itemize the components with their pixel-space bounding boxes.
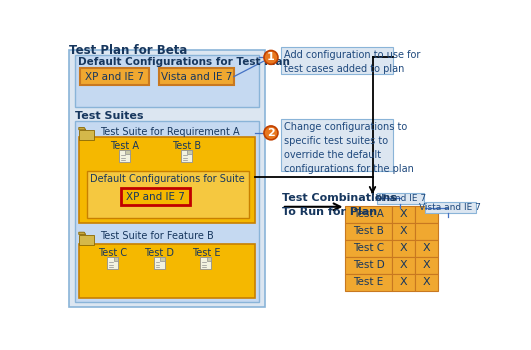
- Bar: [87, 172, 249, 218]
- Bar: [159, 68, 234, 85]
- Bar: [121, 188, 191, 205]
- Bar: [415, 257, 439, 274]
- Text: Default Configurations for Suite: Default Configurations for Suite: [90, 174, 244, 184]
- Text: Test D: Test D: [144, 248, 174, 258]
- Bar: [107, 257, 118, 269]
- Bar: [154, 257, 165, 269]
- Text: Test E: Test E: [354, 277, 384, 287]
- Bar: [75, 55, 259, 107]
- Text: Test B: Test B: [172, 141, 201, 151]
- Polygon shape: [114, 257, 118, 261]
- Bar: [345, 240, 392, 257]
- Bar: [345, 274, 392, 291]
- Text: Vista and IE 7: Vista and IE 7: [161, 72, 232, 82]
- Bar: [415, 223, 439, 240]
- Text: Test A: Test A: [110, 141, 139, 151]
- Bar: [345, 257, 392, 274]
- Text: X: X: [400, 277, 407, 287]
- Bar: [392, 257, 415, 274]
- Bar: [79, 244, 255, 298]
- Polygon shape: [125, 150, 130, 154]
- Text: X: X: [400, 243, 407, 253]
- Bar: [415, 240, 439, 257]
- Text: Default Configurations for Test Plan: Default Configurations for Test Plan: [78, 57, 290, 68]
- Polygon shape: [79, 232, 85, 234]
- Circle shape: [264, 126, 278, 140]
- Text: 2: 2: [267, 128, 275, 138]
- Bar: [392, 240, 415, 257]
- Polygon shape: [160, 257, 165, 261]
- Circle shape: [264, 50, 278, 64]
- Bar: [392, 223, 415, 240]
- Bar: [345, 223, 392, 240]
- Text: X: X: [400, 260, 407, 270]
- Text: Change configurations to
specific test suites to
override the default
configurat: Change configurations to specific test s…: [284, 122, 414, 174]
- Bar: [392, 274, 415, 291]
- Text: Vista and IE 7: Vista and IE 7: [419, 203, 481, 212]
- Text: X: X: [423, 243, 431, 253]
- Text: X: X: [423, 260, 431, 270]
- Text: XP and IE 7: XP and IE 7: [375, 194, 426, 203]
- Text: Test Suite for Requirement A: Test Suite for Requirement A: [100, 127, 240, 137]
- Text: X: X: [423, 277, 431, 287]
- Bar: [425, 202, 476, 213]
- Text: Test D: Test D: [353, 260, 384, 270]
- Text: X: X: [400, 226, 407, 236]
- Bar: [392, 206, 415, 223]
- Bar: [119, 150, 130, 162]
- Bar: [75, 120, 259, 302]
- Text: XP and IE 7: XP and IE 7: [85, 72, 144, 82]
- Text: Test C: Test C: [98, 248, 127, 258]
- Bar: [80, 68, 149, 85]
- Text: Test Plan for Beta: Test Plan for Beta: [70, 43, 188, 57]
- Bar: [377, 193, 424, 204]
- Polygon shape: [79, 127, 85, 130]
- Bar: [200, 257, 211, 269]
- Text: Test Combinations
To Run for Plan: Test Combinations To Run for Plan: [282, 193, 397, 217]
- Polygon shape: [187, 150, 192, 154]
- Bar: [415, 206, 439, 223]
- Bar: [79, 234, 95, 245]
- Bar: [79, 137, 255, 223]
- Bar: [415, 274, 439, 291]
- Polygon shape: [207, 257, 211, 261]
- Text: 1: 1: [267, 52, 275, 62]
- Text: Test Suites: Test Suites: [75, 111, 143, 121]
- Text: Test B: Test B: [353, 226, 384, 236]
- Bar: [281, 47, 393, 74]
- Text: Add configuration to use for
test cases added to plan: Add configuration to use for test cases …: [284, 50, 421, 74]
- Text: X: X: [400, 210, 407, 219]
- Text: Test Suite for Feature B: Test Suite for Feature B: [100, 231, 214, 242]
- Text: Test A: Test A: [353, 210, 384, 219]
- Bar: [281, 119, 393, 172]
- Text: Test E: Test E: [192, 248, 220, 258]
- Bar: [79, 130, 95, 140]
- Text: Test C: Test C: [353, 243, 384, 253]
- Bar: [70, 50, 265, 307]
- Bar: [345, 206, 392, 223]
- Text: XP and IE 7: XP and IE 7: [126, 192, 185, 202]
- Bar: [181, 150, 192, 162]
